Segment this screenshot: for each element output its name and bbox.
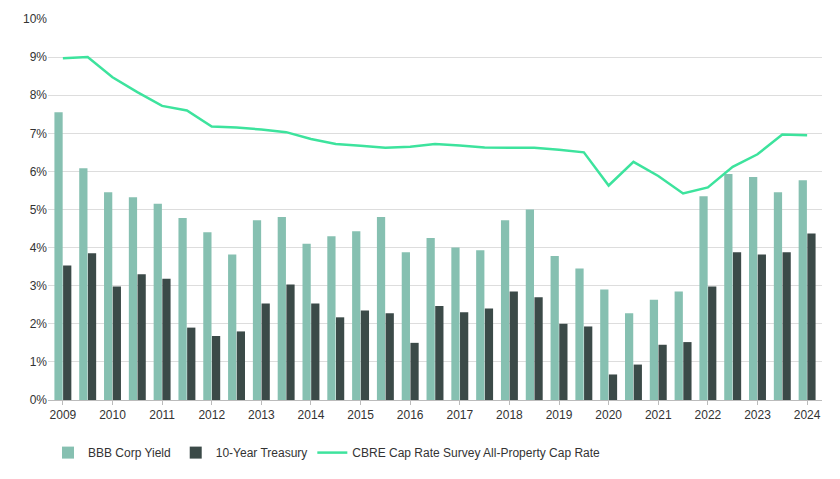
- svg-text:5%: 5%: [30, 203, 48, 217]
- svg-text:2019: 2019: [546, 408, 573, 422]
- svg-text:2021: 2021: [645, 408, 672, 422]
- svg-text:2023: 2023: [744, 408, 771, 422]
- svg-text:1%: 1%: [30, 355, 48, 369]
- svg-text:2013: 2013: [248, 408, 275, 422]
- svg-text:CBRE Cap Rate Survey All-Prope: CBRE Cap Rate Survey All-Property Cap Ra…: [352, 446, 600, 460]
- svg-text:10-Year Treasury: 10-Year Treasury: [216, 446, 308, 460]
- svg-text:2%: 2%: [30, 317, 48, 331]
- svg-text:2018: 2018: [496, 408, 523, 422]
- svg-text:2014: 2014: [298, 408, 325, 422]
- svg-text:10%: 10%: [23, 12, 47, 26]
- svg-text:2015: 2015: [347, 408, 374, 422]
- svg-text:4%: 4%: [30, 241, 48, 255]
- svg-text:0%: 0%: [30, 393, 48, 407]
- svg-text:7%: 7%: [30, 127, 48, 141]
- svg-text:2020: 2020: [595, 408, 622, 422]
- svg-text:2024: 2024: [794, 408, 821, 422]
- svg-text:2017: 2017: [446, 408, 473, 422]
- svg-text:9%: 9%: [30, 50, 48, 64]
- svg-text:BBB Corp Yield: BBB Corp Yield: [88, 446, 171, 460]
- svg-text:2022: 2022: [695, 408, 722, 422]
- svg-text:3%: 3%: [30, 279, 48, 293]
- svg-text:2010: 2010: [99, 408, 126, 422]
- svg-text:2016: 2016: [397, 408, 424, 422]
- svg-text:2009: 2009: [50, 408, 77, 422]
- svg-text:2011: 2011: [149, 408, 175, 422]
- svg-text:8%: 8%: [30, 88, 48, 102]
- svg-text:6%: 6%: [30, 165, 48, 179]
- svg-text:2012: 2012: [198, 408, 225, 422]
